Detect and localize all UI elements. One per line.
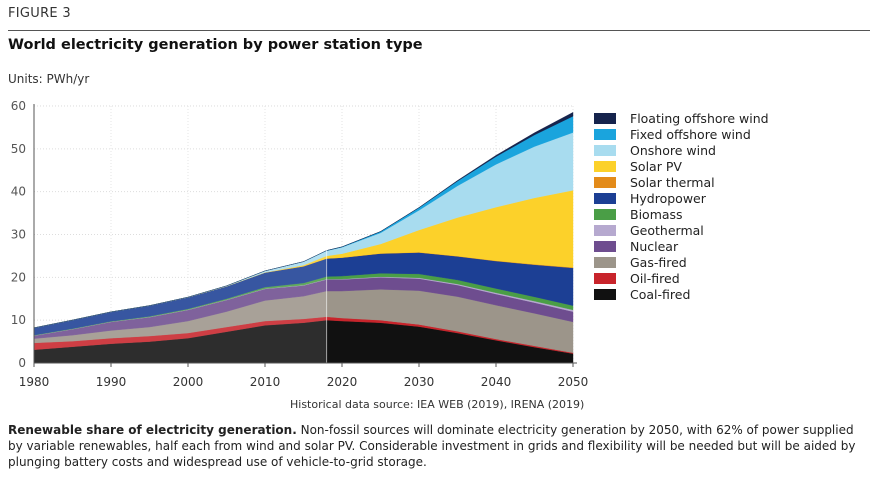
units-label: Units: PWh/yr bbox=[8, 72, 90, 86]
legend-swatch-onshore-wind bbox=[594, 144, 616, 156]
caption-text: Non-fossil sources will dominate electri… bbox=[8, 423, 856, 469]
legend-label-solar-pv: Solar PV bbox=[630, 158, 682, 174]
legend-swatch-solar-pv bbox=[594, 160, 616, 172]
legend-label-oil-fired: Oil-fired bbox=[630, 270, 680, 286]
legend-swatch-fixed-offshore-wind bbox=[594, 128, 616, 140]
historical-shade bbox=[34, 106, 327, 363]
legend-label-biomass: Biomass bbox=[630, 206, 683, 222]
legend-swatch-coal-fired bbox=[594, 288, 616, 300]
legend-swatch-nuclear bbox=[594, 240, 616, 252]
legend-item-solar-pv: Solar PV bbox=[594, 158, 769, 174]
x-tick-label-1980: 1980 bbox=[19, 375, 50, 389]
legend-swatch-biomass bbox=[594, 208, 616, 220]
area-floating-offshore-wind bbox=[33, 112, 574, 328]
y-tick-label-40: 40 bbox=[11, 185, 26, 199]
x-tick-label-1990: 1990 bbox=[96, 375, 127, 389]
legend-item-floating-offshore-wind: Floating offshore wind bbox=[594, 110, 769, 126]
legend-item-fixed-offshore-wind: Fixed offshore wind bbox=[594, 126, 769, 142]
legend-item-coal-fired: Coal-fired bbox=[594, 286, 769, 302]
legend-item-solar-thermal: Solar thermal bbox=[594, 174, 769, 190]
legend-label-floating-offshore-wind: Floating offshore wind bbox=[630, 110, 769, 126]
legend-label-onshore-wind: Onshore wind bbox=[630, 142, 716, 158]
legend-label-hydropower: Hydropower bbox=[630, 190, 706, 206]
x-tick-label-2040: 2040 bbox=[481, 375, 512, 389]
y-tick-label-30: 30 bbox=[11, 228, 26, 242]
data-source: Historical data source: IEA WEB (2019), … bbox=[290, 398, 585, 411]
legend-item-geothermal: Geothermal bbox=[594, 222, 769, 238]
x-tick-label-2010: 2010 bbox=[250, 375, 281, 389]
legend-swatch-solar-thermal bbox=[594, 176, 616, 188]
y-tick-label-50: 50 bbox=[11, 142, 26, 156]
legend-item-onshore-wind: Onshore wind bbox=[594, 142, 769, 158]
y-tick-label-10: 10 bbox=[11, 313, 26, 327]
y-tick-label-20: 20 bbox=[11, 270, 26, 284]
x-tick-label-2000: 2000 bbox=[173, 375, 204, 389]
legend-swatch-gas-fired bbox=[594, 256, 616, 268]
legend-swatch-hydropower bbox=[594, 192, 616, 204]
legend-item-hydropower: Hydropower bbox=[594, 190, 769, 206]
x-tick-label-2030: 2030 bbox=[404, 375, 435, 389]
legend-label-nuclear: Nuclear bbox=[630, 238, 679, 254]
caption-bold: Renewable share of electricity generatio… bbox=[8, 423, 297, 437]
x-tick-label-2050: 2050 bbox=[558, 375, 589, 389]
legend-swatch-floating-offshore-wind bbox=[594, 112, 616, 124]
legend-label-solar-thermal: Solar thermal bbox=[630, 174, 715, 190]
figure-label: FIGURE 3 bbox=[8, 6, 71, 21]
header-rule bbox=[8, 30, 870, 31]
legend-swatch-geothermal bbox=[594, 224, 616, 236]
legend-item-nuclear: Nuclear bbox=[594, 238, 769, 254]
chart-title: World electricity generation by power st… bbox=[8, 37, 423, 53]
y-tick-label-60: 60 bbox=[11, 99, 26, 113]
legend-item-oil-fired: Oil-fired bbox=[594, 270, 769, 286]
legend-label-gas-fired: Gas-fired bbox=[630, 254, 687, 270]
legend-label-geothermal: Geothermal bbox=[630, 222, 704, 238]
legend-label-fixed-offshore-wind: Fixed offshore wind bbox=[630, 126, 751, 142]
y-tick-label-0: 0 bbox=[18, 356, 26, 370]
legend-item-biomass: Biomass bbox=[594, 206, 769, 222]
legend-swatch-oil-fired bbox=[594, 272, 616, 284]
legend-item-gas-fired: Gas-fired bbox=[594, 254, 769, 270]
legend-label-coal-fired: Coal-fired bbox=[630, 286, 691, 302]
x-tick-label-2020: 2020 bbox=[327, 375, 358, 389]
figure-caption: Renewable share of electricity generatio… bbox=[8, 422, 866, 470]
chart-legend: Floating offshore wind Fixed offshore win… bbox=[594, 110, 769, 302]
